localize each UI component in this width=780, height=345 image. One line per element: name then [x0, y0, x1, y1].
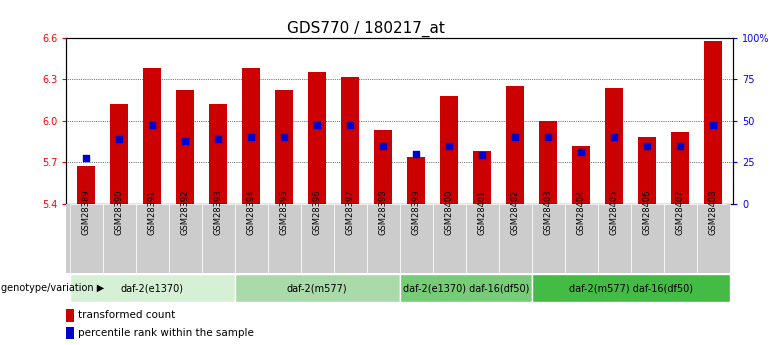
Text: GSM28399: GSM28399: [412, 189, 420, 235]
Point: [80, 155, 92, 161]
Text: GSM28404: GSM28404: [577, 189, 586, 235]
Text: GSM28398: GSM28398: [379, 189, 388, 235]
Bar: [268, 204, 301, 273]
Text: genotype/variation ▶: genotype/variation ▶: [1, 283, 104, 293]
Bar: [532, 274, 730, 302]
Text: daf-2(e1370) daf-16(df50): daf-2(e1370) daf-16(df50): [402, 283, 529, 293]
Text: GSM28403: GSM28403: [544, 189, 553, 235]
Point: [575, 150, 587, 155]
Text: GSM28389: GSM28389: [82, 189, 90, 235]
Title: GDS770 / 180217_at: GDS770 / 180217_at: [288, 20, 445, 37]
Text: daf-2(e1370): daf-2(e1370): [121, 283, 183, 293]
Point: [443, 143, 456, 148]
Bar: [143, 68, 161, 204]
Bar: [440, 96, 459, 204]
Text: daf-2(m577): daf-2(m577): [287, 283, 348, 293]
Bar: [136, 204, 168, 273]
Text: GSM28395: GSM28395: [280, 189, 289, 235]
Bar: [176, 90, 194, 204]
Bar: [597, 204, 631, 273]
Point: [674, 143, 686, 148]
Bar: [168, 204, 202, 273]
Bar: [638, 137, 657, 204]
Point: [641, 143, 654, 148]
Bar: [301, 204, 334, 273]
Point: [344, 122, 356, 128]
Text: GSM28390: GSM28390: [115, 189, 123, 235]
Text: GSM28406: GSM28406: [643, 189, 652, 235]
Point: [245, 135, 257, 140]
Text: percentile rank within the sample: percentile rank within the sample: [79, 328, 254, 337]
Point: [311, 122, 324, 128]
Point: [179, 139, 191, 144]
Text: GSM28396: GSM28396: [313, 189, 321, 235]
Bar: [334, 204, 367, 273]
Point: [707, 122, 720, 128]
Text: GSM28400: GSM28400: [445, 189, 454, 235]
Point: [410, 151, 423, 157]
Bar: [308, 72, 326, 204]
Bar: [539, 121, 558, 204]
Bar: [605, 88, 623, 204]
Bar: [573, 146, 590, 204]
Bar: [69, 274, 235, 302]
Point: [608, 135, 621, 140]
Bar: [209, 104, 227, 204]
Bar: [672, 132, 690, 204]
Bar: [704, 41, 722, 204]
Point: [476, 152, 488, 158]
Bar: [367, 204, 399, 273]
Text: daf-2(m577) daf-16(df50): daf-2(m577) daf-16(df50): [569, 283, 693, 293]
Bar: [235, 204, 268, 273]
Bar: [697, 204, 730, 273]
Bar: [242, 68, 261, 204]
Bar: [399, 274, 532, 302]
Bar: [202, 204, 235, 273]
Bar: [103, 204, 136, 273]
Bar: [565, 204, 597, 273]
Bar: [69, 204, 103, 273]
Bar: [341, 77, 360, 204]
Text: transformed count: transformed count: [79, 310, 176, 320]
Bar: [466, 204, 498, 273]
Text: GSM28408: GSM28408: [709, 189, 718, 235]
Bar: [66, 309, 74, 322]
Point: [542, 135, 555, 140]
Text: GSM28401: GSM28401: [478, 189, 487, 235]
Bar: [532, 204, 565, 273]
Bar: [433, 204, 466, 273]
Text: GSM28394: GSM28394: [246, 189, 256, 235]
Bar: [275, 90, 293, 204]
Bar: [77, 166, 95, 204]
Bar: [631, 204, 664, 273]
Text: GSM28397: GSM28397: [346, 189, 355, 235]
Point: [113, 136, 126, 141]
Text: GSM28391: GSM28391: [147, 189, 157, 235]
Bar: [110, 104, 128, 204]
Bar: [407, 157, 425, 204]
Bar: [506, 86, 524, 204]
Bar: [374, 130, 392, 204]
Bar: [399, 204, 433, 273]
Point: [212, 136, 225, 141]
Text: GSM28405: GSM28405: [610, 189, 619, 235]
Bar: [498, 204, 532, 273]
Bar: [235, 274, 399, 302]
Text: GSM28393: GSM28393: [214, 189, 222, 235]
Text: GSM28392: GSM28392: [181, 189, 190, 235]
Point: [509, 135, 522, 140]
Text: GSM28407: GSM28407: [676, 189, 685, 235]
Bar: [473, 151, 491, 204]
Text: GSM28402: GSM28402: [511, 189, 519, 235]
Point: [146, 122, 158, 128]
Point: [278, 135, 290, 140]
Point: [377, 143, 389, 148]
Bar: [664, 204, 697, 273]
Bar: [66, 327, 74, 339]
